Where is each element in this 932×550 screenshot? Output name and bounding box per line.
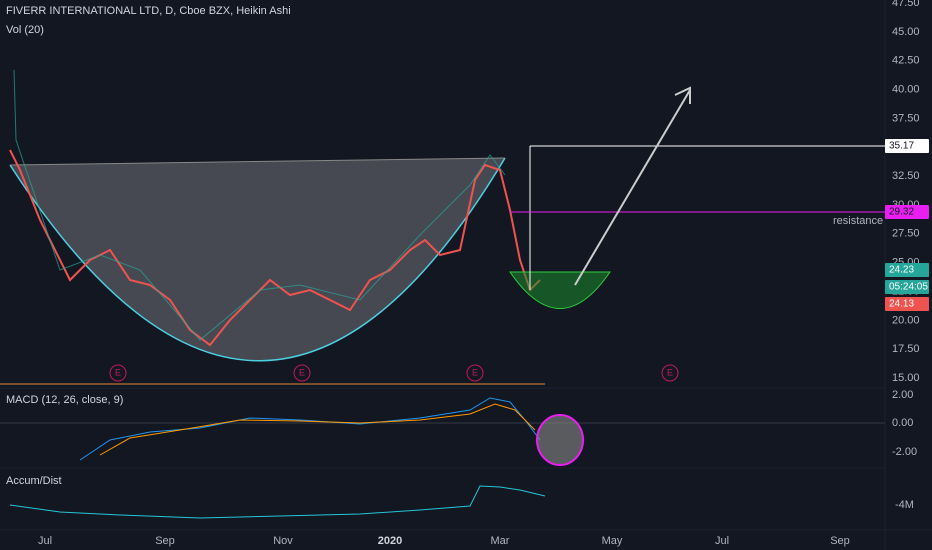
price-tick: 17.50 (892, 343, 920, 355)
earnings-label: E (472, 367, 478, 377)
earnings-marker (109, 364, 127, 382)
price-tag-label: 24.23 (889, 265, 914, 276)
time-tick: Mar (491, 535, 510, 547)
time-tick: Nov (273, 535, 293, 547)
earnings-marker (661, 364, 679, 382)
macd-label: MACD (12, 26, close, 9) (6, 394, 123, 406)
price-tag (885, 139, 929, 153)
price-tick: 45.00 (892, 26, 920, 38)
price-tick: 20.00 (892, 314, 920, 326)
earnings-marker (466, 364, 484, 382)
price-tick: 32.50 (892, 170, 920, 182)
price-tag (885, 297, 929, 311)
price-tag-label: 05:24:05 (889, 282, 928, 293)
macd-tick: -2.00 (892, 446, 917, 458)
price-tag (885, 280, 929, 294)
signal-line (99, 403, 536, 456)
time-tick: Jul (715, 535, 729, 547)
accum-tick: -4M (895, 499, 914, 511)
arrow-head (674, 86, 691, 104)
price-tick: 42.50 (892, 55, 920, 67)
annotation: resistance (833, 215, 883, 227)
price-tag-label: 35.17 (889, 141, 914, 152)
price-tick: 37.50 (892, 112, 920, 124)
price-tick: 15.00 (892, 372, 920, 384)
accum-line (9, 485, 546, 519)
handle (509, 271, 611, 309)
macd-tick: 0.00 (892, 417, 913, 429)
title: FIVERR INTERNATIONAL LTD, D, Cboe BZX, H… (6, 5, 291, 17)
macd-tick: 2.00 (892, 389, 913, 401)
volume-label: Vol (20) (6, 24, 44, 36)
macd-line (79, 397, 541, 461)
earnings-label: E (299, 367, 305, 377)
macd-circle (536, 414, 584, 466)
price-line (9, 149, 541, 347)
price-tick: 40.00 (892, 83, 920, 95)
time-tick: May (602, 535, 623, 547)
price-tag-label: 29.32 (889, 207, 914, 218)
earnings-marker (293, 364, 311, 382)
price-tag (885, 263, 929, 277)
earnings-label: E (115, 367, 121, 377)
time-tick: Sep (830, 535, 850, 547)
price-wicks (13, 69, 506, 341)
time-tick: Jul (38, 535, 52, 547)
earnings-label: E (667, 367, 673, 377)
accum-label: Accum/Dist (6, 475, 62, 487)
time-tick: 2020 (378, 535, 402, 547)
price-tick: 47.50 (892, 0, 920, 9)
arrow (574, 89, 691, 286)
time-tick: Sep (155, 535, 175, 547)
price-tick: 27.50 (892, 228, 920, 240)
rim (9, 157, 506, 166)
price-tag (885, 205, 929, 219)
price-tag-label: 24.13 (889, 299, 914, 310)
